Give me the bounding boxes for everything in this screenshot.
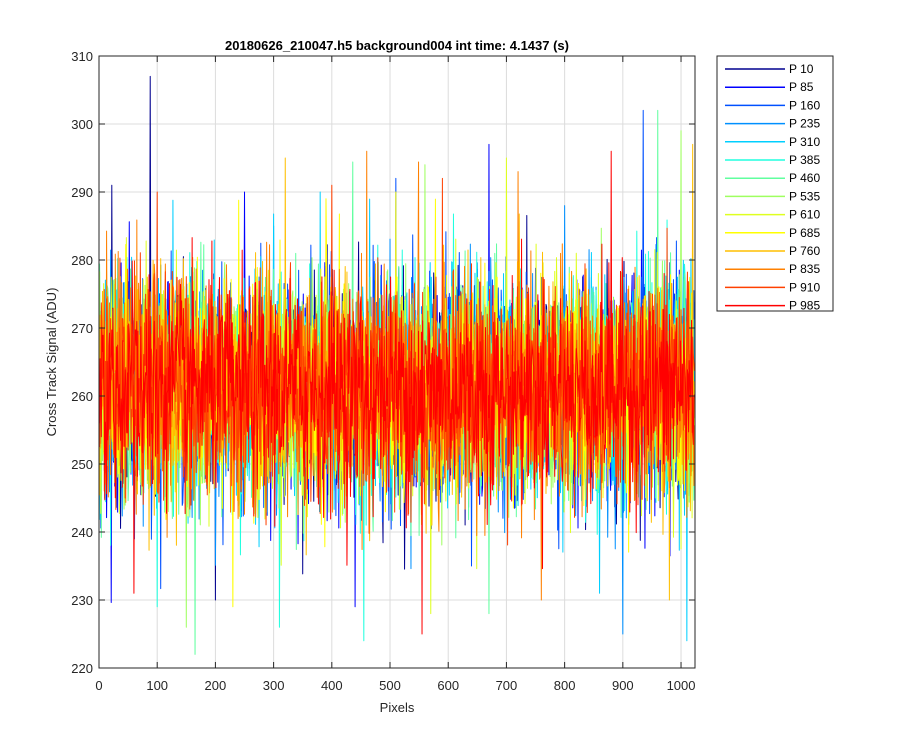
y-tick-label: 310 [71, 49, 93, 64]
legend-label: P 235 [789, 117, 820, 131]
chart-title: 20180626_210047.h5 background004 int tim… [225, 38, 569, 53]
x-tick-label: 800 [554, 678, 576, 693]
legend-label: P 835 [789, 262, 820, 276]
y-axis-title: Cross Track Signal (ADU) [44, 288, 59, 437]
x-tick-label: 700 [496, 678, 518, 693]
x-axis-title: Pixels [380, 700, 415, 715]
legend-label: P 685 [789, 226, 820, 240]
y-tick-label: 300 [71, 117, 93, 132]
legend-label: P 310 [789, 135, 820, 149]
legend-label: P 910 [789, 280, 820, 294]
x-tick-label: 200 [205, 678, 227, 693]
y-tick-label: 260 [71, 389, 93, 404]
x-tick-label: 600 [437, 678, 459, 693]
y-tick-label: 270 [71, 321, 93, 336]
legend-label: P 460 [789, 171, 820, 185]
legend-label: P 610 [789, 208, 820, 222]
x-tick-labels: 0 100 200 300 400 500 600 700 800 900 1000 [95, 678, 695, 693]
y-tick-labels: 220 230 240 250 260 270 280 290 300 310 [71, 49, 93, 676]
x-tick-label: 500 [379, 678, 401, 693]
x-tick-label: 300 [263, 678, 285, 693]
legend-label: P 535 [789, 189, 820, 203]
legend-label: P 985 [789, 299, 820, 313]
ticks [98, 55, 695, 669]
y-tick-label: 230 [71, 593, 93, 608]
legend-label: P 10 [789, 62, 814, 76]
legend-label: P 85 [789, 80, 814, 94]
x-tick-label: 0 [95, 678, 102, 693]
x-tick-label: 1000 [667, 678, 696, 693]
y-tick-label: 250 [71, 457, 93, 472]
series-line-p985 [99, 150, 695, 635]
legend-label: P 385 [789, 153, 820, 167]
legend-label: P 160 [789, 98, 820, 112]
y-tick-label: 220 [71, 661, 93, 676]
plot-frame [98, 55, 696, 669]
series-layer [99, 75, 695, 655]
legend[interactable]: P 10 P 85 P 160 P 235 P 310 P 385 P 460 P 535 P … [716, 55, 834, 313]
y-tick-label: 240 [71, 525, 93, 540]
y-tick-label: 280 [71, 253, 93, 268]
y-tick-label: 290 [71, 185, 93, 200]
x-tick-label: 900 [612, 678, 634, 693]
x-tick-label: 100 [146, 678, 168, 693]
legend-label: P 760 [789, 244, 820, 258]
x-tick-label: 400 [321, 678, 343, 693]
